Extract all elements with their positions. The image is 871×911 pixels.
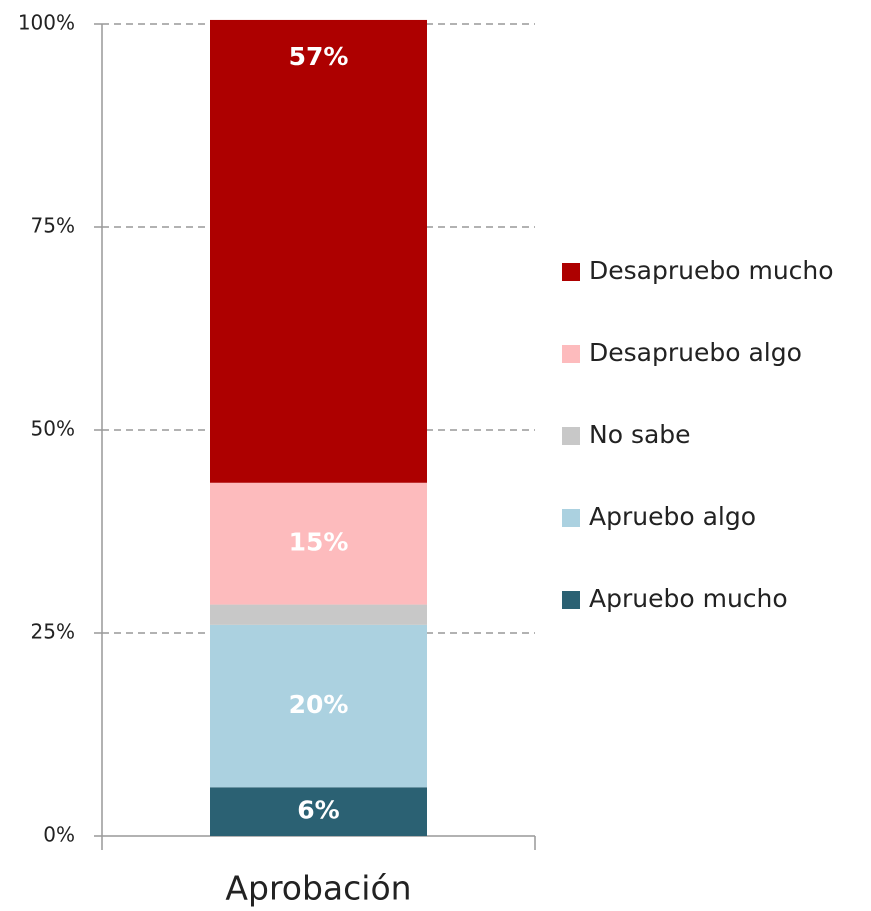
data-label: 15%: [289, 528, 349, 557]
x-tick-label: Aprobación: [225, 869, 411, 908]
legend-swatch: [562, 427, 580, 445]
bar-segment: [210, 604, 427, 625]
bar-segment: [210, 482, 427, 605]
bar-segment: [210, 787, 427, 836]
y-tick-label: 25%: [31, 620, 75, 644]
bar-segment: [210, 624, 427, 788]
bar-segment: [210, 19, 427, 483]
data-label: 20%: [289, 690, 349, 719]
y-tick-label: 0%: [43, 823, 75, 847]
legend-swatch: [562, 591, 580, 609]
data-label: 6%: [297, 796, 339, 825]
legend-label: Desapruebo mucho: [589, 256, 834, 285]
legend-swatch: [562, 345, 580, 363]
legend-label: Apruebo algo: [589, 502, 756, 531]
legend-label: Apruebo mucho: [589, 584, 788, 613]
y-tick-label: 50%: [31, 417, 75, 441]
legend-label: No sabe: [589, 420, 691, 449]
y-tick-label: 75%: [31, 214, 75, 238]
legend-label: Desapruebo algo: [589, 338, 802, 367]
y-tick-label: 100%: [18, 11, 75, 35]
legend-swatch: [562, 509, 580, 527]
data-label: 57%: [289, 42, 349, 71]
legend-swatch: [562, 263, 580, 281]
